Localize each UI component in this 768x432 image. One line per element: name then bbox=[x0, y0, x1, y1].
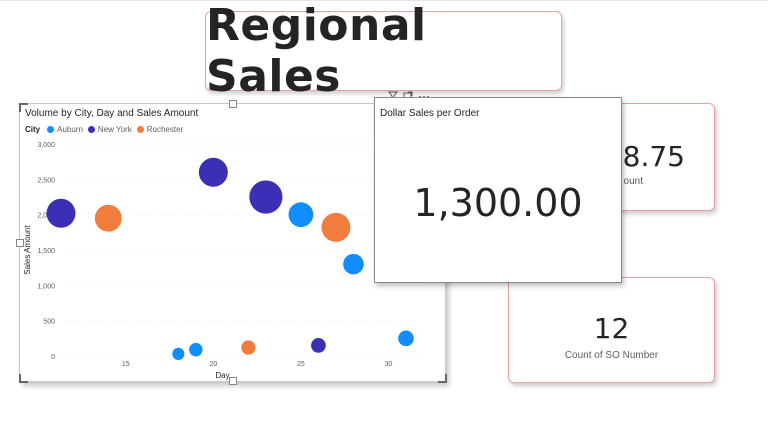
count-so-value: 12 bbox=[593, 312, 630, 345]
data-point-auburn[interactable] bbox=[172, 347, 185, 360]
count-so-label: Count of SO Number bbox=[564, 350, 659, 361]
data-point-rochester[interactable] bbox=[321, 212, 351, 242]
y-tick-label: 2,500 bbox=[37, 177, 55, 184]
y-tick-label: 500 bbox=[43, 319, 55, 326]
chart-title: Volume by City, Day and Sales Amount bbox=[25, 108, 199, 119]
legend-label: New York bbox=[97, 125, 132, 134]
data-point-rochester[interactable] bbox=[241, 340, 256, 355]
data-point-new-york[interactable] bbox=[311, 338, 326, 353]
y-tick-label: 1,000 bbox=[37, 283, 55, 290]
y-tick-label: 3,000 bbox=[37, 142, 55, 149]
y-axis-label: Sales Amount bbox=[23, 225, 32, 275]
legend-item-auburn[interactable]: Auburn bbox=[47, 125, 83, 134]
top-divider bbox=[0, 0, 768, 1]
data-point-rochester[interactable] bbox=[94, 204, 122, 232]
x-axis-label: Day bbox=[215, 371, 229, 380]
chart-legend: City Auburn New York Rochester bbox=[25, 125, 183, 134]
corner-handle-br[interactable] bbox=[438, 374, 447, 383]
kpi-partial-value: 8.75 bbox=[622, 140, 685, 173]
scatter-plot[interactable]: 0 500 1,000 1,500 2,000 2,500 3,000 15 20 25 30 Day… bbox=[20, 104, 445, 381]
legend-label: Auburn bbox=[57, 125, 83, 134]
legend-item-new-york[interactable]: New York bbox=[87, 125, 132, 134]
report-title-card[interactable]: Regional Sales bbox=[205, 0, 562, 102]
data-point-auburn[interactable] bbox=[288, 202, 314, 228]
dollar-sales-per-order-card[interactable]: Dollar Sales per Order 1,300.00 bbox=[374, 97, 622, 283]
resize-handle-bottom[interactable] bbox=[229, 377, 237, 385]
corner-handle-tl[interactable] bbox=[19, 103, 28, 112]
y-tick-label: 1,500 bbox=[37, 248, 55, 255]
resize-handle-top[interactable] bbox=[229, 100, 237, 108]
data-point-new-york[interactable] bbox=[198, 157, 228, 187]
y-tick-label: 2,000 bbox=[37, 213, 55, 220]
data-point-auburn[interactable] bbox=[189, 342, 203, 357]
legend-title: City bbox=[25, 125, 41, 134]
x-tick-label: 15 bbox=[122, 361, 130, 368]
kpi-partial-label: ount bbox=[623, 176, 643, 187]
data-point-new-york[interactable] bbox=[46, 198, 76, 228]
data-point-auburn[interactable] bbox=[398, 330, 414, 347]
resize-handle-left[interactable] bbox=[16, 239, 24, 247]
legend-label: Rochester bbox=[146, 125, 184, 134]
data-point-auburn[interactable] bbox=[343, 253, 364, 275]
count-so-card[interactable]: 12 Count of SO Number bbox=[508, 277, 715, 383]
dso-title: Dollar Sales per Order bbox=[380, 108, 480, 119]
corner-handle-bl[interactable] bbox=[19, 374, 28, 383]
y-tick-label: 0 bbox=[51, 354, 55, 361]
x-tick-label: 20 bbox=[209, 361, 217, 368]
x-tick-label: 25 bbox=[297, 361, 305, 368]
x-tick-label: 30 bbox=[385, 361, 393, 368]
report-title: Regional Sales bbox=[206, 0, 427, 102]
legend-item-rochester[interactable]: Rochester bbox=[136, 125, 184, 134]
dso-value: 1,300.00 bbox=[413, 181, 583, 225]
data-point-new-york[interactable] bbox=[249, 180, 283, 214]
